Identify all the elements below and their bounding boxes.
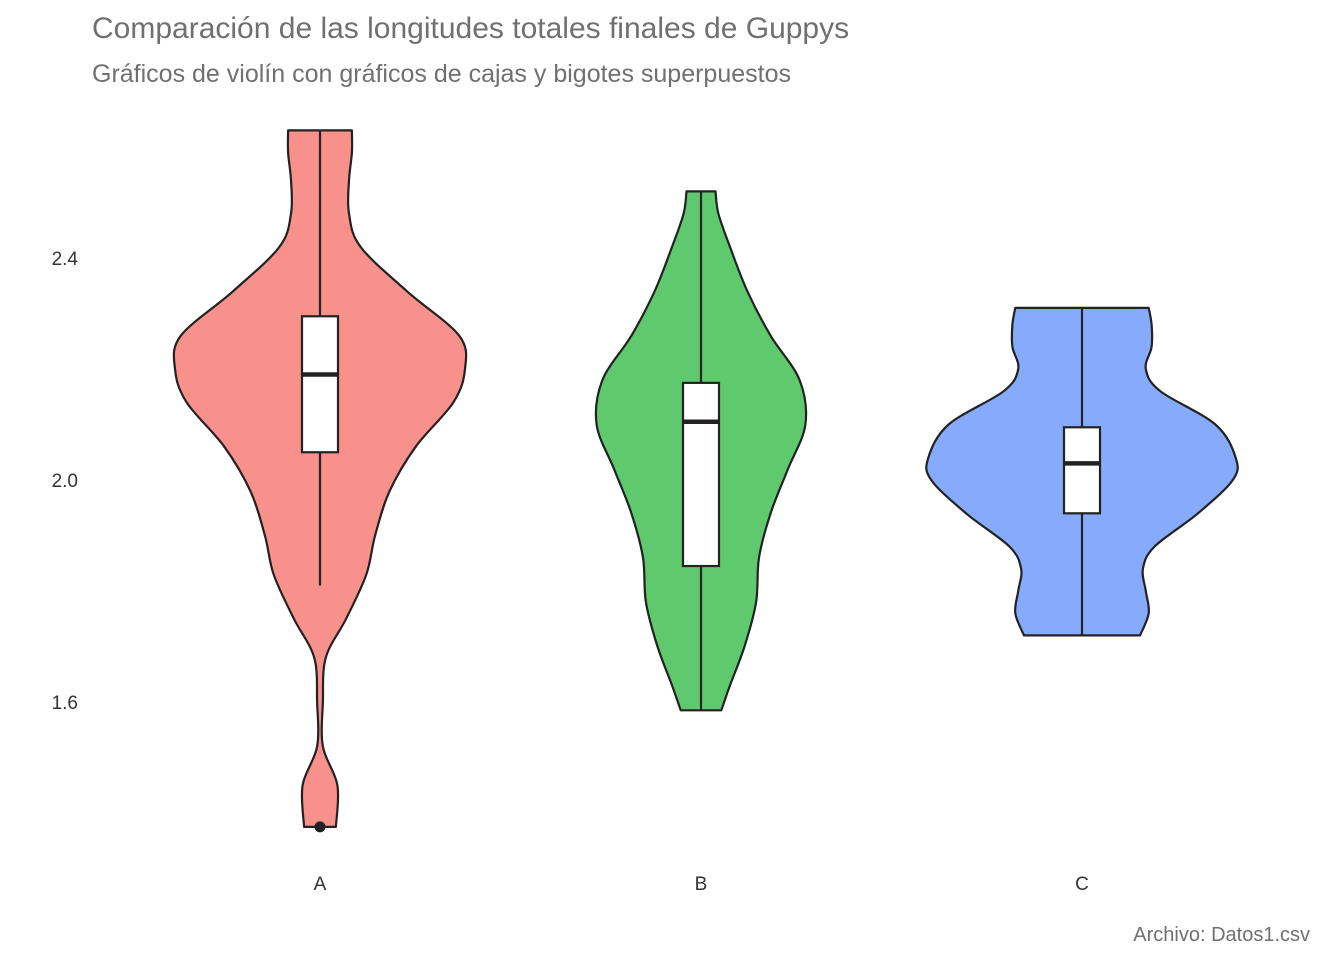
chart-title: Comparación de las longitudes totales fi…	[92, 12, 849, 45]
violin-group-a	[172, 129, 468, 833]
box	[681, 381, 721, 568]
y-tick-label: 2.4	[52, 249, 79, 270]
x-tick-label: C	[1075, 874, 1089, 895]
y-tick-label: 1.6	[52, 693, 78, 714]
box	[1062, 426, 1102, 515]
x-axis: A B C	[314, 874, 1089, 895]
x-tick-label: A	[314, 874, 327, 895]
chart-caption: Archivo: Datos1.csv	[1133, 924, 1310, 946]
box	[300, 315, 340, 454]
violin-group-c	[925, 306, 1239, 637]
y-tick-label: 2.0	[52, 471, 78, 492]
chart-subtitle: Gráficos de violín con gráficos de cajas…	[92, 60, 791, 88]
y-axis: 1.6 2.0 2.4	[52, 249, 79, 714]
plot-area	[172, 129, 1239, 833]
outlier-point	[314, 821, 326, 833]
x-tick-label: B	[695, 874, 708, 895]
violin-group-b	[594, 190, 808, 712]
